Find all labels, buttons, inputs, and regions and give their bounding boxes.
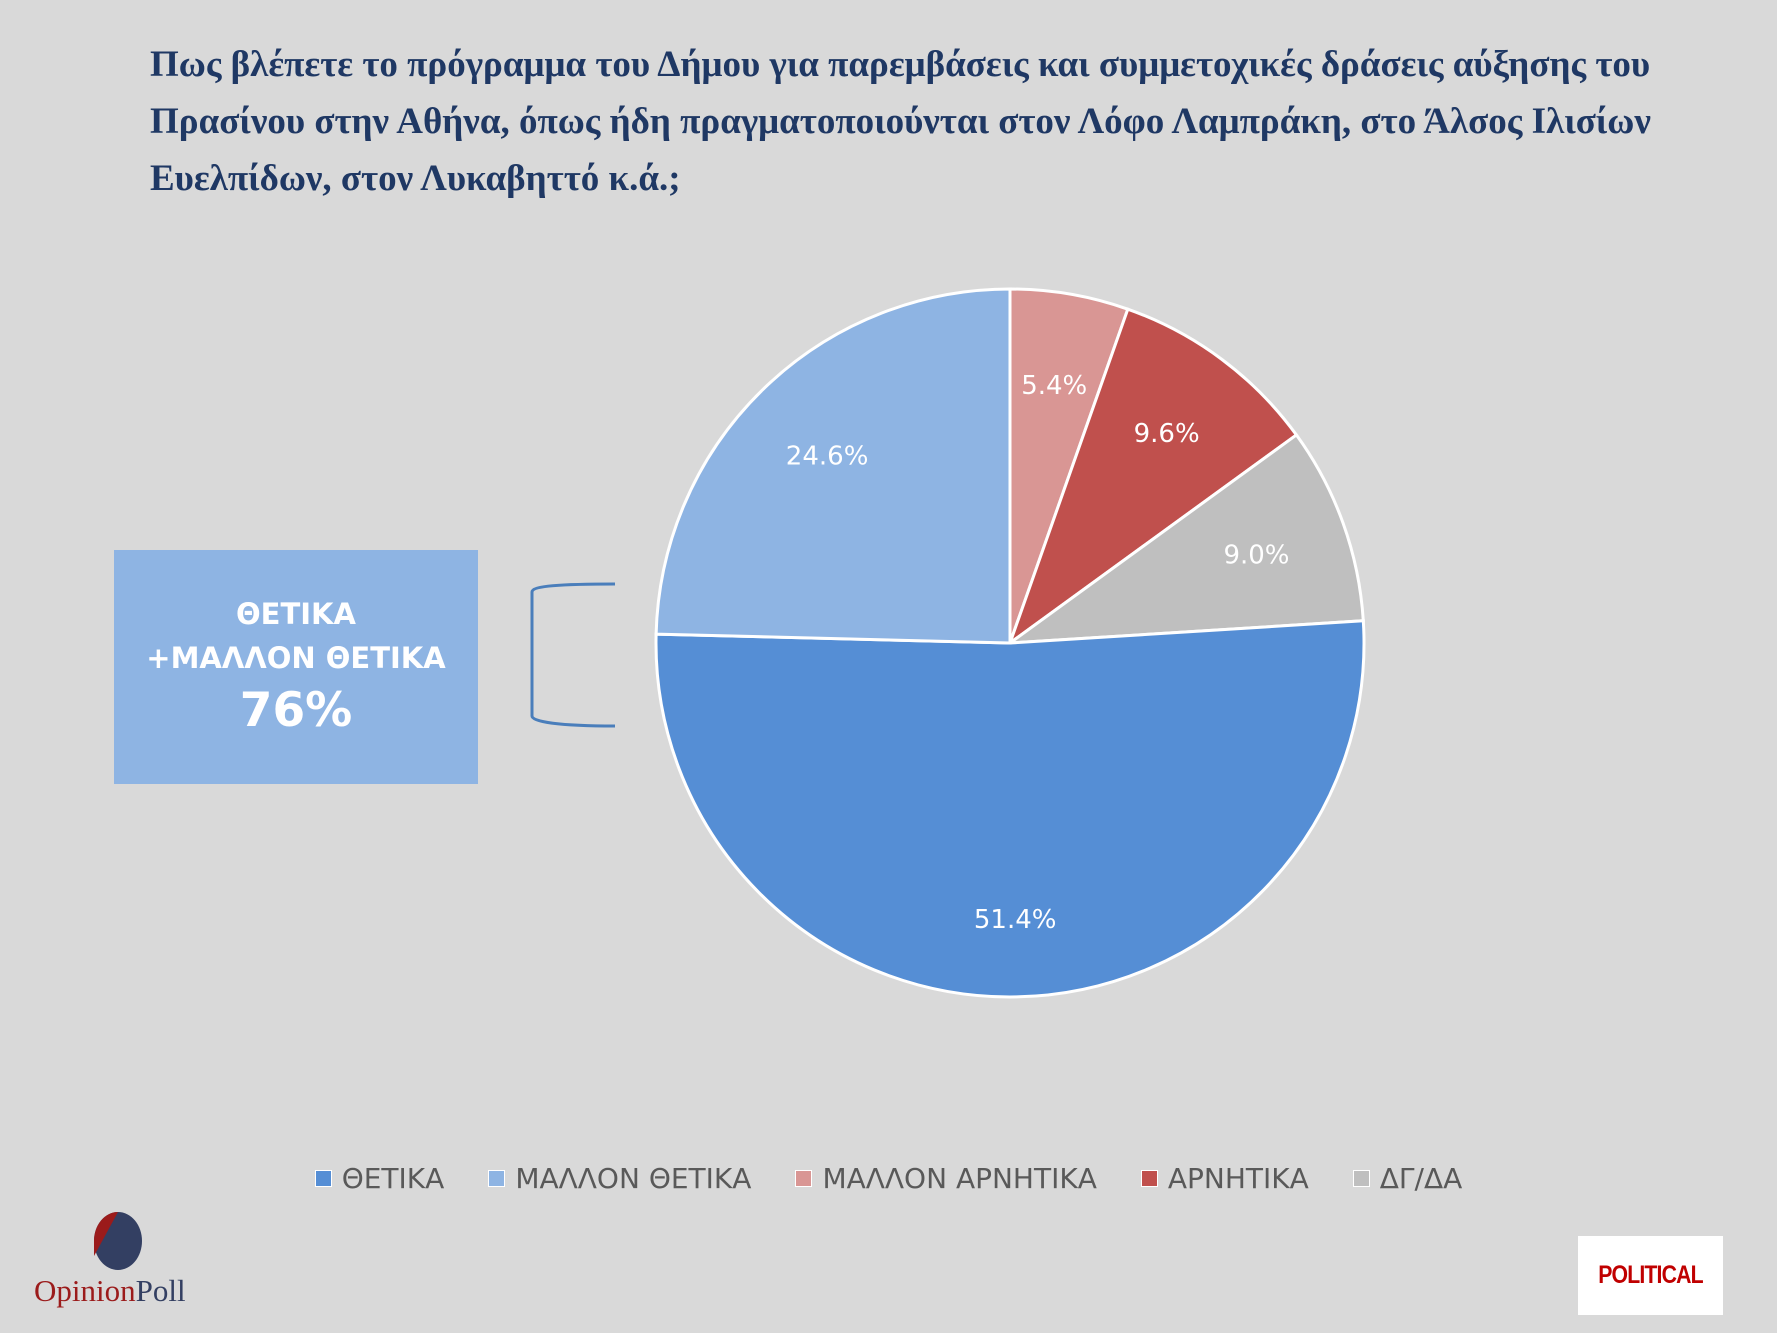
chart-legend: ΘΕΤΙΚΑ ΜΑΛΛΟΝ ΘΕΤΙΚΑ ΜΑΛΛΟΝ ΑΡΝΗΤΙΚΑ ΑΡΝ… xyxy=(0,1162,1777,1195)
data-label: 9.6% xyxy=(1134,419,1200,449)
data-label: 9.0% xyxy=(1223,540,1289,570)
data-label: 51.4% xyxy=(974,905,1057,935)
pie-slice xyxy=(1004,432,1365,645)
callout-bracket xyxy=(530,582,616,728)
political-logo: POLITICAL xyxy=(1578,1236,1723,1315)
chart-title: Πως βλέπετε το πρόγραμμα του Δήμου για π… xyxy=(150,44,1651,199)
legend-item: ΑΡΝΗΤΙΚΑ xyxy=(1140,1162,1309,1195)
legend-label: ΜΑΛΛΟΝ ΘΕΤΙΚΑ xyxy=(515,1162,752,1195)
legend-label: ΔΓ/ΔΑ xyxy=(1379,1162,1463,1195)
data-label: 24.6% xyxy=(786,441,869,471)
logo-opinion: Opinion xyxy=(34,1273,136,1308)
legend-swatch xyxy=(1352,1170,1370,1187)
legend-item: ΔΓ/ΔΑ xyxy=(1352,1162,1463,1195)
data-label: 5.4% xyxy=(1021,371,1087,401)
political-logo-text: POLITICAL xyxy=(1598,1261,1703,1289)
legend-item: ΜΑΛΛΟΝ ΘΕΤΙΚΑ xyxy=(488,1162,751,1195)
pie-slice xyxy=(1006,307,1299,648)
pie-slice xyxy=(654,287,1012,645)
legend-swatch xyxy=(488,1170,506,1187)
legend-swatch xyxy=(795,1170,813,1187)
legend-label: ΜΑΛΛΟΝ ΑΡΝΗΤΙΚΑ xyxy=(822,1162,1097,1195)
callout-value: 76% xyxy=(239,683,353,738)
legend-swatch xyxy=(1140,1170,1158,1187)
logo-poll: Poll xyxy=(135,1273,186,1308)
legend-label: ΑΡΝΗΤΙΚΑ xyxy=(1167,1162,1309,1195)
positive-total-callout: ΘΕΤΙΚΑ +ΜΑΛΛΟΝ ΘΕΤΙΚΑ 76% xyxy=(114,550,478,784)
pie-slice xyxy=(654,619,1366,999)
legend-label: ΘΕΤΙΚΑ xyxy=(341,1162,445,1195)
legend-swatch xyxy=(314,1170,332,1187)
legend-item: ΘΕΤΙΚΑ xyxy=(314,1162,445,1195)
logo-text: OpinionPoll xyxy=(34,1273,186,1309)
logo-pie-icon xyxy=(94,1212,142,1270)
callout-line2: +ΜΑΛΛΟΝ ΘΕΤΙΚΑ xyxy=(146,641,446,675)
opinion-poll-logo: OpinionPoll xyxy=(34,1210,204,1320)
legend-item: ΜΑΛΛΟΝ ΑΡΝΗΤΙΚΑ xyxy=(795,1162,1097,1195)
callout-line1: ΘΕΤΙΚΑ xyxy=(236,597,356,631)
